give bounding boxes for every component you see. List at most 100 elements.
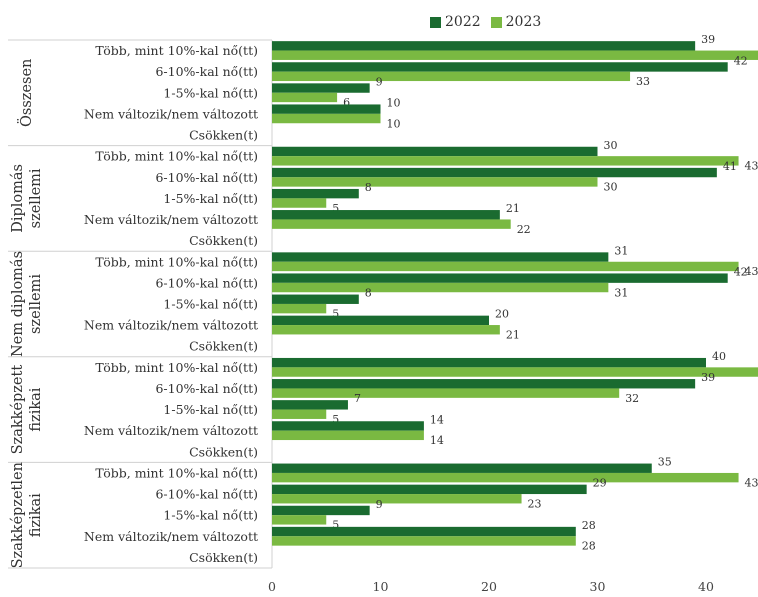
category-label: Több, mint 10%-kal nő(tt) (95, 360, 258, 375)
bar-2023 (272, 198, 327, 208)
data-label-2022: 30 (604, 139, 618, 152)
bar-2023 (272, 430, 424, 441)
data-label-2022: 21 (506, 202, 520, 215)
legend-label-2023: 2023 (505, 14, 542, 30)
bar-2023 (272, 156, 739, 166)
data-label-2023: 5 (332, 413, 339, 426)
bar-2022 (272, 315, 489, 326)
bar-2023 (272, 494, 522, 504)
bar-2023 (272, 388, 620, 398)
bar-2022 (272, 526, 576, 537)
x-tick-label: 40 (698, 579, 714, 594)
data-label-2023: 21 (506, 328, 520, 341)
data-label-2022: 39 (701, 371, 715, 384)
category-label: 6-10%-kal nő(tt) (155, 381, 258, 396)
category-label: Nem változik/nem változott (84, 318, 258, 333)
category-label: 1-5%-kal nő(tt) (163, 508, 258, 523)
data-label-2023: 43 (745, 160, 758, 173)
category-label: Csökken(t) (189, 339, 258, 354)
bar-2022 (272, 62, 728, 72)
x-tick-label: 30 (590, 579, 606, 594)
bar-2023 (272, 472, 739, 483)
data-label-2023: 14 (430, 434, 444, 447)
data-label-2023: 30 (604, 181, 618, 194)
bar-2023 (272, 303, 327, 314)
bar-2022 (272, 188, 359, 199)
bar-2023 (272, 50, 758, 60)
bar-2022 (272, 83, 370, 93)
x-tick-label: 0 (268, 579, 276, 594)
group-label: Diplomás (10, 164, 26, 233)
bar-2023 (272, 113, 381, 124)
data-label-2023: 43 (745, 476, 758, 489)
data-label-2023: 5 (332, 202, 339, 215)
category-label: 1-5%-kal nő(tt) (163, 85, 258, 100)
category-label: 6-10%-kal nő(tt) (155, 275, 258, 290)
data-label-2023: 5 (332, 519, 339, 532)
data-label-2022: 8 (365, 287, 372, 300)
data-label-2023: 10 (387, 117, 401, 130)
bar-2022 (272, 357, 706, 368)
data-label-2022: 14 (430, 413, 444, 426)
data-label-2022: 20 (495, 308, 509, 321)
category-label: 6-10%-kal nő(tt) (155, 487, 258, 502)
data-label-2023: 43 (745, 265, 758, 278)
x-tick-label: 10 (373, 579, 389, 594)
group-label: szellemi (28, 168, 44, 228)
bar-2023 (272, 219, 511, 229)
category-label: Nem változik/nem változott (84, 106, 258, 121)
group-label: Összesen (17, 59, 35, 127)
legend-item-2022: 2022 (430, 14, 481, 30)
bar-2022 (272, 41, 696, 51)
data-label-2023: 5 (332, 307, 339, 320)
data-label-2022: 31 (614, 244, 628, 257)
bar-2023 (272, 367, 758, 377)
category-label: Csökken(t) (189, 550, 258, 565)
legend-swatch-2023 (490, 16, 502, 28)
bar-2023 (272, 282, 609, 293)
bar-2023 (272, 409, 327, 419)
data-label-2022: 9 (376, 75, 383, 88)
x-tick-label: 20 (481, 579, 497, 594)
bar-2022 (272, 421, 424, 431)
data-label-2022: 42 (734, 265, 748, 278)
category-label: Több, mint 10%-kal nő(tt) (95, 254, 258, 269)
bar-2022 (272, 146, 598, 157)
data-label-2022: 7 (354, 392, 361, 405)
category-label: 6-10%-kal nő(tt) (155, 170, 258, 185)
group-label: fizikai (28, 387, 44, 431)
category-label: Több, mint 10%-kal nő(tt) (95, 465, 258, 480)
group-label: fizikai (28, 493, 44, 537)
data-label-2022: 29 (593, 477, 607, 490)
legend-label-2022: 2022 (445, 14, 481, 30)
bar-2022 (272, 294, 359, 304)
bar-2022 (272, 104, 381, 114)
data-label-2023: 32 (625, 392, 639, 405)
legend-swatch-2022 (430, 16, 441, 28)
category-label: 1-5%-kal nő(tt) (163, 296, 258, 311)
data-label-2022: 35 (658, 456, 672, 469)
data-label-2022: 41 (723, 160, 737, 173)
bar-2023 (272, 92, 338, 103)
data-label-2023: 28 (582, 540, 596, 553)
bar-2023 (272, 261, 739, 272)
category-label: 6-10%-kal nő(tt) (155, 64, 258, 79)
category-label: Nem változik/nem változott (84, 212, 258, 227)
legend-item-2023: 2023 (490, 14, 542, 30)
group-label: Szakképzett (10, 365, 26, 455)
bar-2023 (272, 71, 631, 82)
category-label: Csökken(t) (189, 444, 258, 459)
data-label-2022: 28 (582, 519, 596, 532)
bar-2022 (272, 273, 728, 283)
category-label: Csökken(t) (189, 233, 258, 248)
data-label-2023: 23 (528, 497, 542, 510)
bar-2022 (272, 252, 609, 262)
bar-2022 (272, 400, 348, 410)
bar-2022 (272, 167, 717, 178)
data-label-2023: 33 (636, 75, 650, 88)
category-label: 1-5%-kal nő(tt) (163, 402, 258, 417)
bar-2023 (272, 536, 576, 546)
data-label-2022: 40 (712, 350, 726, 363)
group-label: szellemi (28, 274, 44, 334)
